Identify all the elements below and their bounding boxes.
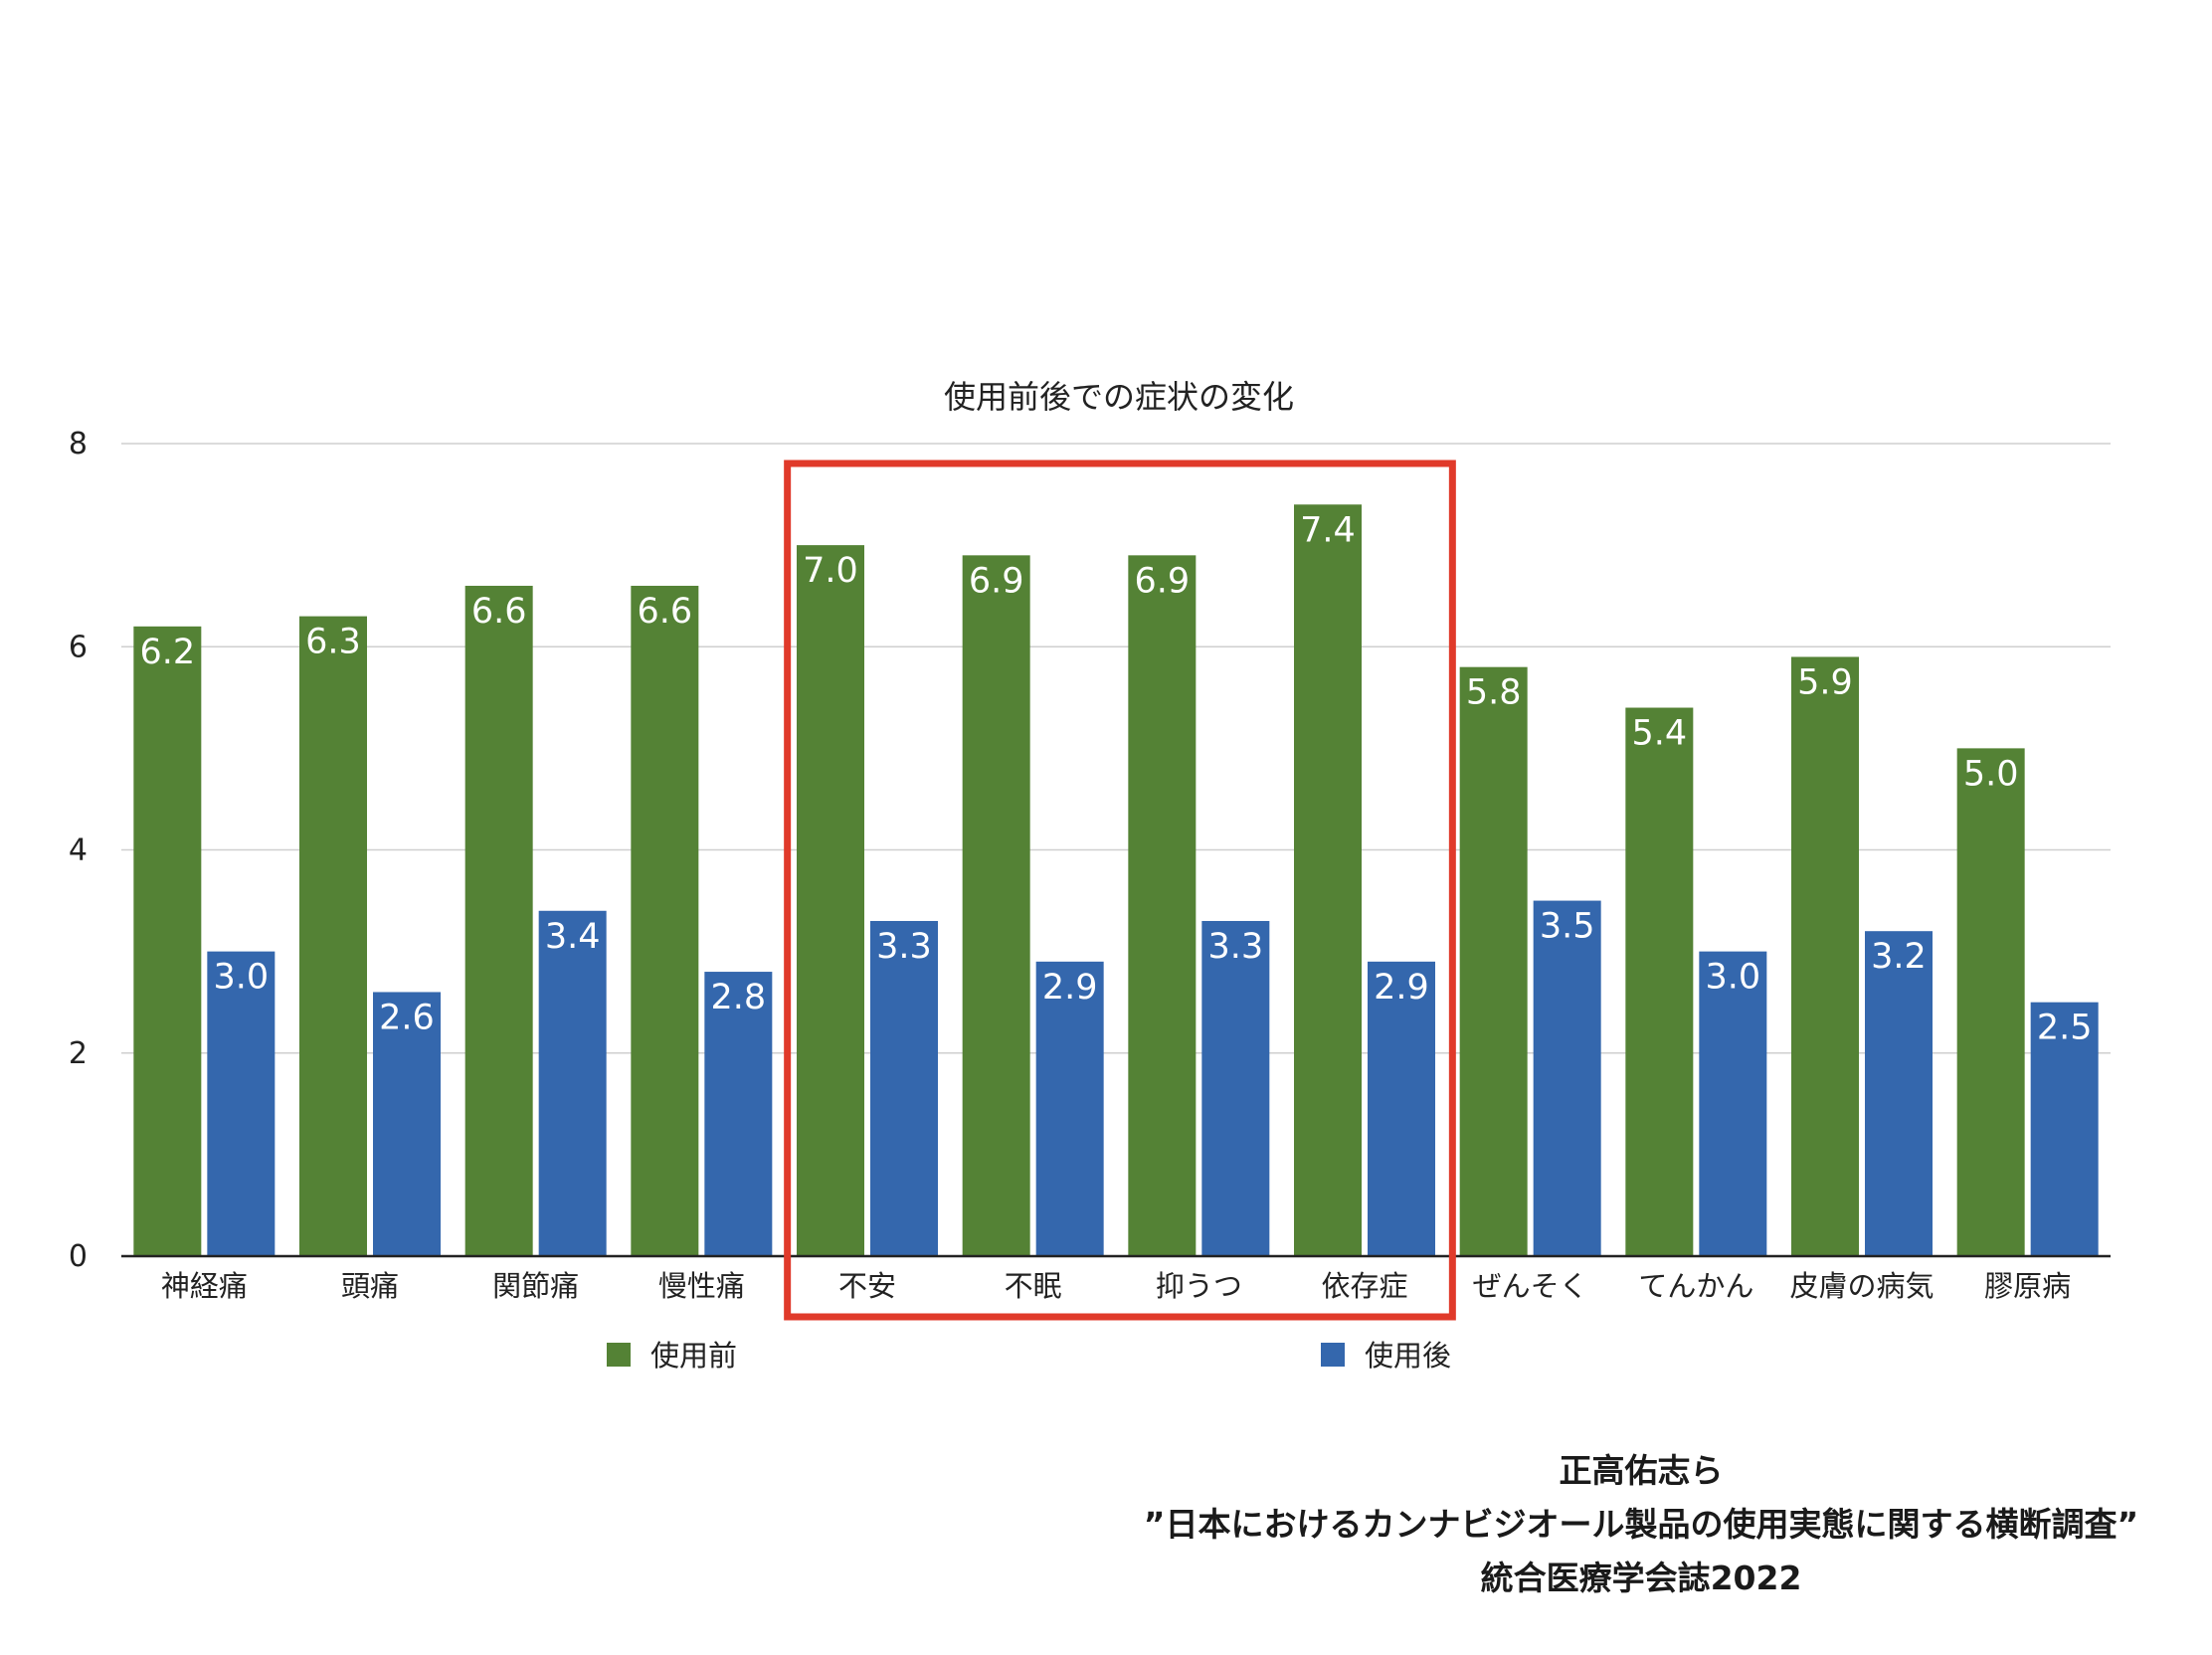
legend: 使用前 使用後 — [607, 1339, 1451, 1373]
bar-before — [1956, 748, 2025, 1256]
bar-after — [1035, 961, 1104, 1256]
bar-after — [1699, 951, 1767, 1256]
data-label: 7.4 — [1300, 510, 1356, 550]
bar-after — [373, 992, 441, 1256]
data-label: 6.6 — [471, 592, 527, 632]
data-label: 3.0 — [1705, 958, 1760, 998]
x-tick-label: 関節痛 — [492, 1269, 579, 1303]
data-label: 6.6 — [637, 592, 692, 632]
bar-after — [207, 951, 276, 1256]
y-tick-label: 4 — [69, 833, 88, 868]
chart-title: 使用前後での症状の変化 — [944, 378, 1294, 416]
citation-title: ”日本におけるカンナビジオール製品の使用実態に関する横断調査” — [1143, 1505, 2139, 1544]
x-tick-label: 不眠 — [1005, 1269, 1062, 1303]
legend-label: 使用前 — [650, 1339, 737, 1373]
x-tick-label: 頭痛 — [341, 1269, 399, 1303]
legend-swatch — [607, 1343, 631, 1367]
x-tick-label: 神経痛 — [161, 1269, 248, 1303]
data-label: 2.6 — [379, 998, 435, 1037]
y-axis-ticks: 0 2 4 6 8 — [69, 427, 88, 1274]
highlight-box — [784, 460, 1456, 1321]
data-label: 2.5 — [2037, 1009, 2093, 1048]
x-tick-label: 皮膚の病気 — [1789, 1269, 1934, 1303]
bar-after — [1201, 920, 1270, 1256]
legend-label: 使用後 — [1365, 1339, 1451, 1373]
data-label: 5.8 — [1466, 673, 1522, 713]
x-tick-label: 依存症 — [1321, 1269, 1407, 1303]
x-axis-labels: 神経痛 頭痛 関節痛 慢性痛 不安 不眠 抑うつ 依存症 ぜんそく てんかん 皮膚の病気 膠原病 — [161, 1269, 2071, 1303]
data-label: 6.9 — [1134, 561, 1190, 601]
bar-before — [1459, 666, 1528, 1256]
bar-before — [1128, 555, 1197, 1256]
data-label: 5.4 — [1631, 714, 1687, 754]
bar-before — [962, 555, 1030, 1256]
data-label: 6.2 — [139, 633, 195, 672]
bar-before — [133, 626, 202, 1256]
data-label: 3.3 — [1207, 927, 1263, 967]
data-label: 3.3 — [876, 927, 932, 967]
bar-after — [2030, 1002, 2099, 1256]
bar-after — [538, 910, 607, 1256]
bar-before — [464, 585, 533, 1256]
bar-after — [1865, 931, 1933, 1256]
bar-before — [1791, 656, 1859, 1256]
data-label: 5.9 — [1797, 662, 1853, 702]
bar-before — [797, 545, 864, 1256]
y-tick-label: 8 — [69, 427, 88, 461]
bar-before — [1625, 707, 1694, 1256]
x-tick-label: てんかん — [1638, 1269, 1753, 1303]
bar-after — [1368, 961, 1435, 1256]
data-label: 5.0 — [1963, 754, 2019, 794]
y-tick-label: 6 — [69, 630, 88, 664]
data-label: 2.9 — [1042, 968, 1098, 1008]
bar-before — [631, 585, 699, 1256]
data-label: 6.9 — [969, 561, 1024, 601]
citation-journal: 統合医療学会誌2022 — [1480, 1559, 1802, 1597]
y-tick-label: 0 — [69, 1239, 88, 1274]
data-label: 2.8 — [710, 978, 766, 1017]
citation-authors: 正高佑志ら — [1559, 1451, 1724, 1490]
data-label: 7.0 — [803, 551, 858, 591]
bar-after — [1533, 900, 1601, 1256]
x-tick-label: 膠原病 — [1984, 1269, 2071, 1303]
legend-swatch — [1321, 1343, 1345, 1367]
bar-before — [299, 616, 367, 1256]
citation: 正高佑志ら ”日本におけるカンナビジオール製品の使用実態に関する横断調査” 統合… — [1034, 1444, 2212, 1605]
data-label: 2.9 — [1374, 968, 1429, 1008]
x-tick-label: 慢性痛 — [658, 1269, 745, 1303]
gridlines — [121, 443, 2111, 1054]
bar-after — [870, 920, 938, 1256]
x-tick-label: ぜんそく — [1473, 1269, 1588, 1303]
data-label: 3.2 — [1871, 937, 1927, 977]
x-tick-label: 抑うつ — [1156, 1269, 1242, 1303]
bar-before — [1294, 504, 1362, 1256]
bars: 6.2 3.0 6.3 2.6 6.6 3.4 6.6 2.8 7.0 3.3 6.9 2.9 6.9 3… — [133, 504, 2099, 1256]
y-tick-label: 2 — [69, 1036, 88, 1071]
data-label: 3.0 — [213, 958, 269, 998]
data-label: 3.5 — [1540, 907, 1595, 947]
bar-after — [704, 972, 773, 1256]
data-label: 6.3 — [305, 623, 361, 662]
x-tick-label: 不安 — [838, 1269, 896, 1303]
data-label: 3.4 — [545, 917, 601, 957]
